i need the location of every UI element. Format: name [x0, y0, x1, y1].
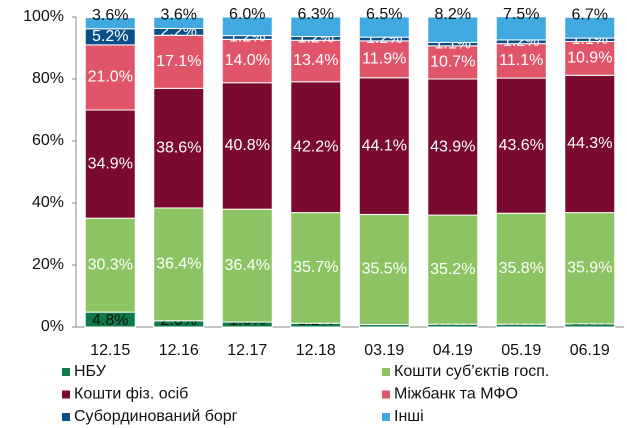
bar-segment: [564, 16, 616, 39]
data-label: 13.4%: [293, 52, 338, 69]
data-label: 40.8%: [225, 137, 270, 154]
x-tick-label: 03.19: [364, 342, 404, 359]
data-label: 14.0%: [225, 52, 270, 69]
data-label: 35.5%: [362, 261, 407, 278]
data-label: 44.1%: [362, 137, 407, 154]
x-tick-label: 12.16: [159, 342, 199, 359]
data-label: 11.9%: [362, 51, 406, 68]
y-tick-label: 0%: [41, 318, 64, 335]
bar-segment: [427, 78, 479, 216]
legend-label: Міжбанк та МФО: [394, 386, 518, 403]
bar-segment: [153, 16, 205, 29]
legend-label: Кошти фіз. осіб: [74, 386, 188, 403]
data-label: 3.6%: [161, 7, 197, 24]
data-label: 6.7%: [572, 7, 608, 24]
data-label: 35.9%: [567, 259, 612, 276]
data-label: 6.3%: [298, 6, 334, 23]
data-label: 21.0%: [88, 69, 133, 86]
data-label: 43.6%: [499, 137, 544, 154]
y-tick-label: 100%: [23, 8, 64, 25]
data-label: 44.3%: [567, 135, 612, 152]
bar-segment: [564, 74, 616, 214]
bar-segment: [84, 217, 136, 313]
data-label: 3.6%: [92, 7, 128, 24]
y-tick-label: 40%: [32, 194, 64, 211]
data-label: 42.2%: [293, 138, 338, 155]
data-label: 7.5%: [503, 6, 539, 23]
data-label: 11.1%: [499, 52, 543, 69]
legend-swatch: [382, 368, 390, 376]
bar-segment: [564, 212, 616, 325]
legend-swatch: [62, 413, 70, 421]
bar-segment: [358, 16, 410, 38]
bar-segment: [495, 16, 547, 41]
bar-segment: [84, 17, 136, 30]
data-label: 6.5%: [366, 6, 402, 23]
bar-segment: [153, 87, 205, 209]
data-label: 38.6%: [156, 139, 201, 156]
data-label: 6.0%: [229, 6, 265, 23]
bar-segment: [427, 214, 479, 325]
legend-swatch: [62, 368, 70, 376]
bar-segment: [153, 34, 205, 89]
legend-label: Інші: [394, 408, 424, 425]
data-label: 43.9%: [430, 138, 475, 155]
data-label: 34.9%: [88, 155, 133, 172]
legend-swatch: [62, 390, 70, 399]
bar-segment: [221, 38, 273, 84]
legend-label: НБУ: [74, 363, 107, 380]
x-tick-label: 12.17: [227, 342, 267, 359]
x-tick-label: 12.18: [296, 342, 336, 359]
bar-segment: [221, 208, 273, 323]
data-label: 10.9%: [567, 50, 612, 67]
data-label: 4.8%: [92, 312, 128, 329]
data-label: 8.2%: [435, 6, 471, 23]
bar-segment: [495, 43, 547, 79]
y-tick-label: 80%: [32, 70, 64, 87]
bar-segment: [495, 212, 547, 325]
bar-segment: [358, 40, 410, 79]
bar-segment: [153, 207, 205, 322]
bar-segment: [564, 40, 616, 76]
data-label: 35.7%: [293, 259, 338, 276]
data-label: 5.2%: [92, 28, 128, 45]
legend-label: Субординований борг: [74, 408, 238, 425]
bar-segment: [495, 77, 547, 214]
data-label: 10.7%: [430, 54, 475, 71]
data-label: 35.8%: [499, 260, 544, 277]
bar-segment: [84, 44, 136, 111]
data-label: 30.3%: [88, 256, 133, 273]
x-tick-label: 04.19: [433, 342, 473, 359]
bar-segment: [358, 213, 410, 326]
bar-segment: [427, 16, 479, 43]
legend-swatch: [382, 413, 390, 421]
bar-segment: [290, 212, 342, 324]
x-tick-label: 12.15: [90, 342, 130, 359]
bar-segment: [221, 16, 273, 37]
data-label: 36.4%: [225, 257, 270, 274]
data-label: 17.1%: [156, 53, 201, 70]
bar-segment: [358, 77, 410, 215]
x-tick-label: 06.19: [570, 342, 610, 359]
bar-segment: [84, 109, 136, 219]
y-tick-label: 20%: [32, 256, 64, 273]
bar-segment: [290, 16, 342, 38]
x-tick-label: 05.19: [501, 342, 541, 359]
legend-swatch: [382, 390, 390, 399]
bar-segment: [221, 82, 273, 210]
legend-label: Кошти суб’єктів госп.: [394, 363, 549, 380]
y-tick-label: 60%: [32, 132, 64, 149]
data-label: 35.2%: [430, 261, 475, 278]
data-label: 36.4%: [156, 256, 201, 273]
bar-segment: [290, 39, 342, 83]
